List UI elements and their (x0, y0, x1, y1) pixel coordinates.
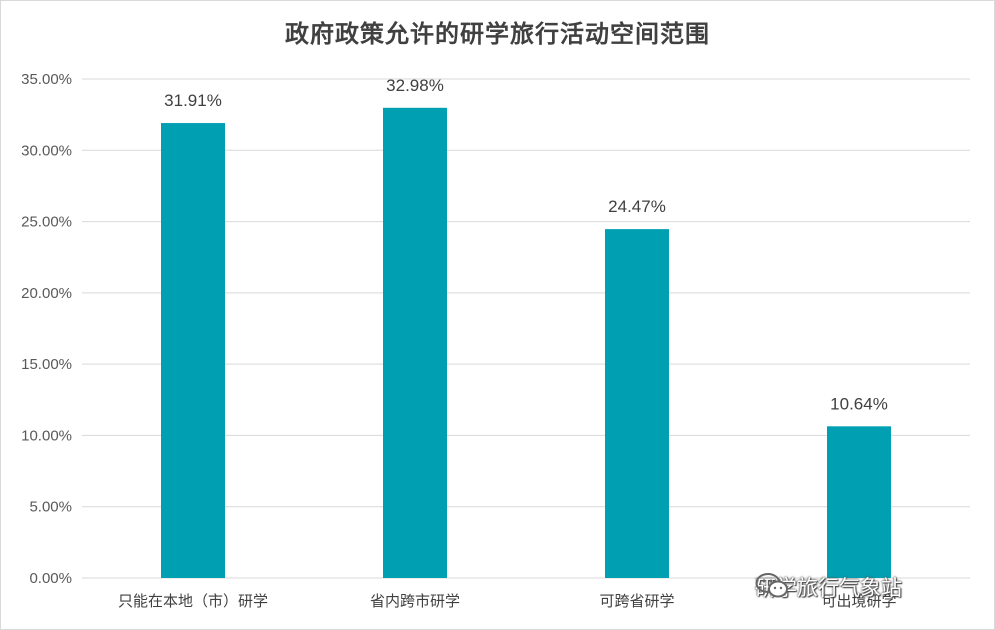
chart-title: 政府政策允许的研学旅行活动空间范围 (285, 20, 710, 48)
watermark: 研学旅行气象站 (755, 572, 902, 602)
gridlines (82, 78, 970, 579)
bar (383, 107, 447, 578)
y-tick-label: 0.00% (29, 570, 72, 587)
bars (161, 107, 891, 579)
y-tick-label: 35.00% (21, 71, 72, 88)
data-label: 32.98% (386, 76, 444, 95)
data-label: 24.47% (608, 197, 666, 216)
bar (827, 426, 891, 578)
data-labels: 31.91% 32.98% 24.47% 10.64% (164, 76, 888, 414)
x-category-label: 可出境研学 (821, 592, 896, 610)
bar (161, 123, 225, 579)
x-category-label: 可跨省研学 (599, 592, 674, 610)
data-label: 31.91% (164, 91, 222, 110)
y-tick-label: 15.00% (21, 356, 72, 373)
x-axis-categories: 只能在本地（市）研学 省内跨市研学 可跨省研学 可出境研学 (118, 592, 897, 610)
y-tick-label: 10.00% (21, 427, 72, 444)
y-tick-label: 30.00% (21, 142, 72, 159)
x-category-label: 只能在本地（市）研学 (118, 592, 268, 610)
bar (605, 229, 669, 578)
y-tick-label: 5.00% (29, 499, 72, 516)
y-tick-label: 20.00% (21, 285, 72, 302)
data-label: 10.64% (830, 394, 888, 413)
y-tick-label: 25.00% (21, 214, 72, 231)
wechat-icon (755, 573, 788, 598)
x-category-label: 省内跨市研学 (370, 592, 460, 610)
y-axis-ticks: 0.00% 5.00% 10.00% 15.00% 20.00% 25.00% 30.00%… (21, 71, 72, 587)
